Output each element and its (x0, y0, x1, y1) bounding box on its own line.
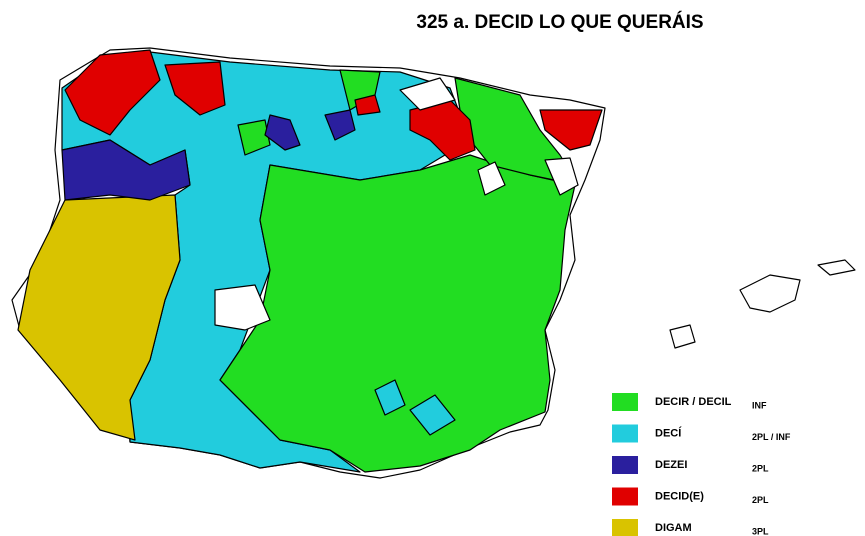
legend-note: 2PL / INF (752, 432, 791, 442)
region (539, 109, 603, 151)
island (817, 259, 856, 276)
map-title: 325 a. DECID LO QUE QUERÁIS (416, 11, 703, 33)
region (61, 139, 191, 201)
legend-swatch (612, 519, 638, 536)
legend-label: DECIR / DECIL (655, 396, 732, 408)
island (669, 324, 696, 349)
region (324, 109, 356, 141)
region (64, 49, 161, 136)
region (409, 394, 456, 436)
legend-swatch (612, 456, 638, 474)
region (409, 99, 476, 161)
legend-swatch (612, 487, 638, 506)
region (17, 194, 181, 441)
region (264, 114, 301, 151)
legend-note: 2PL (752, 463, 769, 473)
region (354, 94, 381, 116)
blank-area (399, 77, 456, 111)
blank-area (477, 161, 506, 196)
region (164, 61, 226, 116)
legend-label: DECÍ (655, 426, 682, 439)
legend-note: INF (752, 400, 767, 410)
legend: DECIR / DECIL INF DECÍ 2PL / INF DEZEI 2PL DEC… (612, 393, 791, 536)
blank-area (214, 284, 271, 331)
region (374, 379, 406, 416)
legend-label: DECID(E) (655, 490, 704, 502)
legend-swatch (612, 393, 638, 411)
region (237, 119, 271, 156)
legend-label: DEZEI (655, 459, 687, 471)
legend-note: 2PL (752, 495, 769, 505)
legend-label: DIGAM (655, 522, 692, 534)
peninsula (11, 47, 856, 479)
island (739, 274, 801, 313)
legend-swatch (612, 424, 638, 443)
legend-note: 3PL (752, 526, 769, 536)
blank-area (544, 157, 579, 196)
region (61, 51, 471, 473)
